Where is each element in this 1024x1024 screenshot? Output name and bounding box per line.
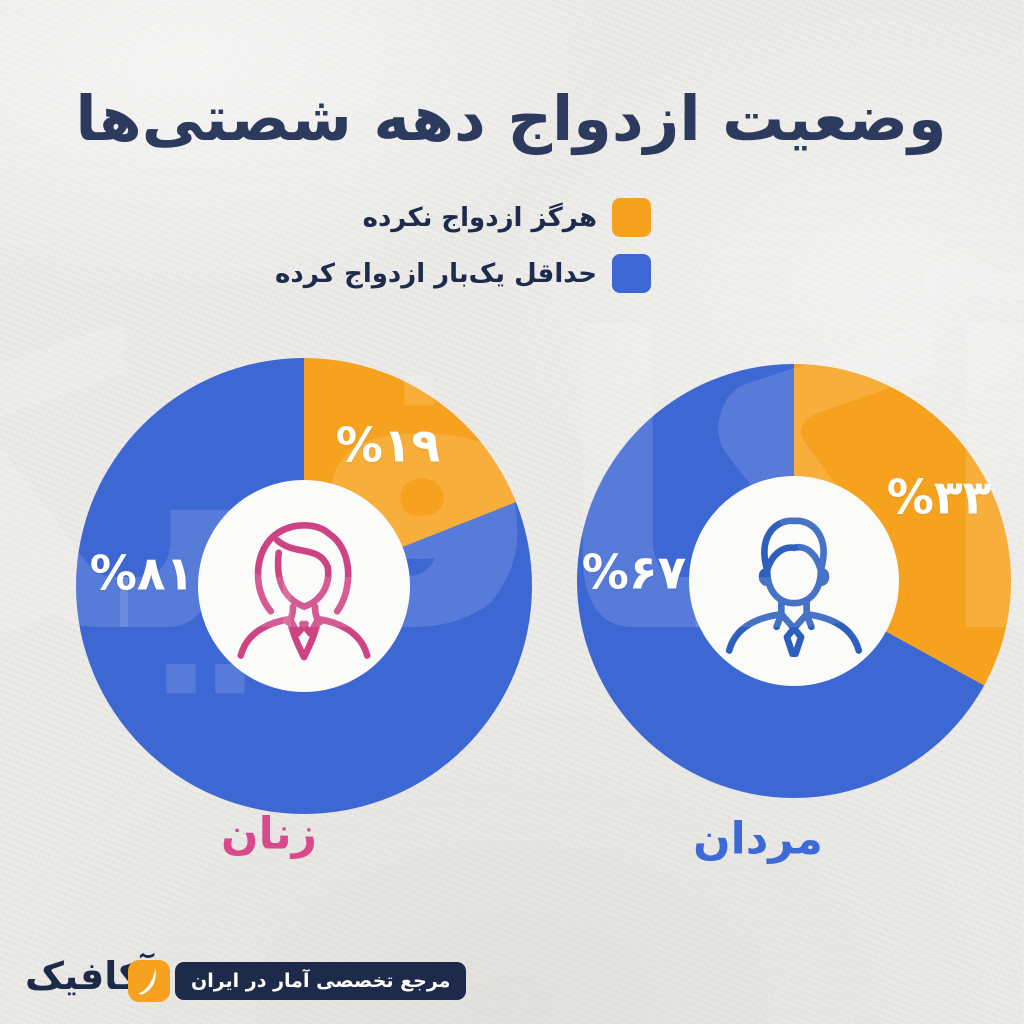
- legend-swatch-never-married: [613, 198, 652, 237]
- man-icon: [726, 517, 864, 657]
- brand-tagline-pill: مرجع تخصصی آمار در ایران: [176, 962, 468, 1000]
- label-men-never-married-pct: %۳۳: [887, 470, 993, 526]
- donut-chart-women: %۱۹ %۸۱: [77, 358, 533, 814]
- donut-men-center: [690, 476, 900, 686]
- caption-men: مردان: [694, 813, 824, 865]
- legend-label-never-married: هرگز ازدواج نکرده: [363, 202, 598, 233]
- legend-item-married-once: حداقل یک‌بار ازدواج کرده: [276, 254, 652, 293]
- legend-item-never-married: هرگز ازدواج نکرده: [364, 198, 652, 237]
- legend-swatch-married-once: [613, 254, 652, 293]
- brand-logo-mark: [129, 960, 171, 1002]
- caption-women: زنان: [222, 808, 318, 860]
- legend-label-married-once: حداقل یک‌بار ازدواج کرده: [276, 258, 598, 289]
- page-title: وضعیت ازدواج دهه شصتی‌ها: [76, 81, 948, 155]
- donut-women-center: [199, 480, 411, 692]
- label-men-married-pct: %۶۷: [582, 545, 688, 601]
- donut-chart-men: %۳۳ %۶۷: [578, 364, 1012, 798]
- swoosh-icon: [139, 968, 157, 995]
- label-women-married-pct: %۸۱: [90, 546, 196, 602]
- woman-icon: [238, 522, 372, 661]
- legend: هرگز ازدواج نکرده حداقل یک‌بار ازدواج کر…: [276, 198, 652, 293]
- label-women-never-married-pct: %۱۹: [336, 418, 442, 474]
